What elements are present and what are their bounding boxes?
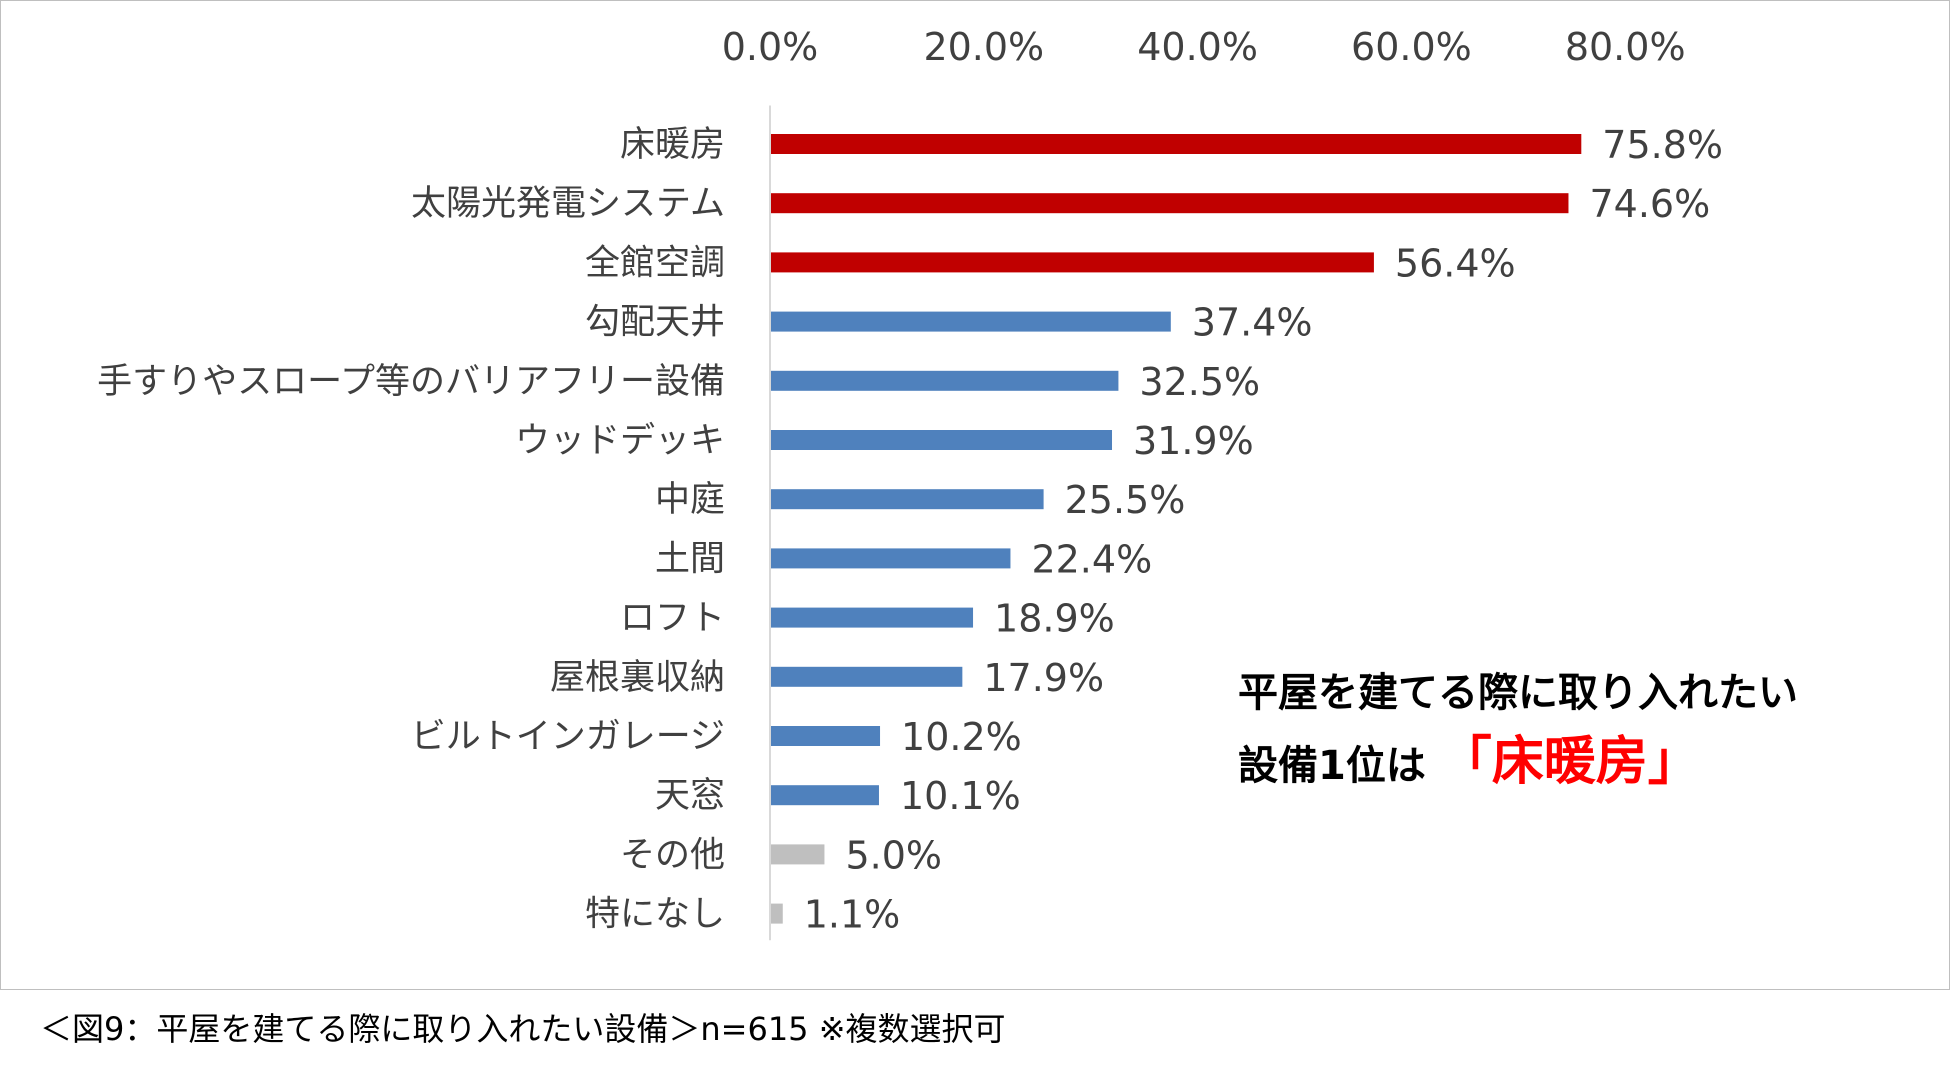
x-tick-label: 60.0% — [1351, 25, 1472, 69]
category-label: 特になし — [585, 895, 725, 935]
bars — [771, 134, 1582, 924]
data-label: 22.4% — [1031, 537, 1152, 581]
data-label: 75.8% — [1602, 123, 1723, 167]
data-label: 37.4% — [1192, 301, 1313, 345]
x-axis-ticks: 0.0% 20.0% 40.0% 60.0% 80.0% — [722, 25, 1686, 69]
data-label: 10.2% — [901, 715, 1022, 759]
bar — [771, 489, 1044, 510]
bar — [771, 607, 974, 628]
category-label: 勾配天井 — [585, 303, 725, 343]
data-label: 56.4% — [1395, 241, 1516, 285]
category-label: ビルトインガレージ — [411, 717, 725, 757]
data-label: 17.9% — [983, 656, 1104, 700]
x-tick-label: 20.0% — [923, 25, 1044, 69]
bar — [771, 252, 1374, 273]
data-label: 31.9% — [1133, 419, 1254, 463]
data-label: 25.5% — [1065, 478, 1186, 522]
data-label: 32.5% — [1139, 360, 1260, 404]
bar — [771, 193, 1569, 214]
bar — [771, 785, 879, 806]
data-labels: 75.8% 74.6% 56.4% 37.4% 32.5% 31.9% 25.5% 22.4%… — [804, 123, 1723, 937]
category-label: 土間 — [655, 539, 725, 579]
category-label: その他 — [620, 835, 725, 875]
highlight-callout: 平屋を建てる際に取り入れたい 設備1位は 「床暖房」 — [1238, 663, 1798, 801]
data-label: 10.1% — [900, 774, 1021, 818]
bar — [771, 311, 1171, 332]
bar — [771, 726, 881, 746]
category-label: 全館空調 — [585, 243, 725, 283]
category-label: 天窓 — [655, 776, 725, 816]
category-label: 太陽光発電システム — [411, 184, 725, 224]
bar — [771, 666, 963, 687]
x-tick-label: 0.0% — [722, 25, 819, 69]
callout-line2-prefix: 設備1位は — [1238, 743, 1426, 789]
category-label: 床暖房 — [620, 125, 725, 165]
data-label: 5.0% — [845, 833, 942, 877]
category-label: 手すりやスロープ等のバリアフリー設備 — [97, 362, 725, 402]
category-label: 屋根裏収納 — [550, 658, 725, 698]
bar — [771, 903, 783, 924]
bar — [771, 134, 1582, 154]
data-label: 1.1% — [804, 893, 901, 937]
category-label: ロフト — [620, 599, 725, 639]
figure-caption: ＜図9：平屋を建てる際に取り入れたい設備＞n=615 ※複数選択可 — [40, 1010, 1006, 1048]
data-label: 74.6% — [1589, 182, 1710, 226]
callout-line1: 平屋を建てる際に取り入れたい — [1238, 670, 1798, 716]
bar — [771, 430, 1113, 450]
bar — [771, 370, 1119, 391]
bar — [771, 844, 825, 865]
x-tick-label: 80.0% — [1565, 25, 1686, 69]
category-label: 中庭 — [655, 480, 725, 520]
bar — [771, 548, 1011, 569]
x-tick-label: 40.0% — [1137, 25, 1258, 69]
callout-highlight: 「床暖房」 — [1439, 732, 1700, 792]
bar-chart: 0.0% 20.0% 40.0% 60.0% 80.0% 床暖房太陽光発電システム全館空… — [97, 25, 1723, 941]
callout-line2: 設備1位は 「床暖房」 — [1238, 723, 1798, 801]
category-labels: 床暖房太陽光発電システム全館空調勾配天井手すりやスロープ等のバリアフリー設備ウッ… — [97, 125, 725, 935]
category-label: ウッドデッキ — [515, 421, 725, 461]
data-label: 18.9% — [994, 597, 1115, 641]
